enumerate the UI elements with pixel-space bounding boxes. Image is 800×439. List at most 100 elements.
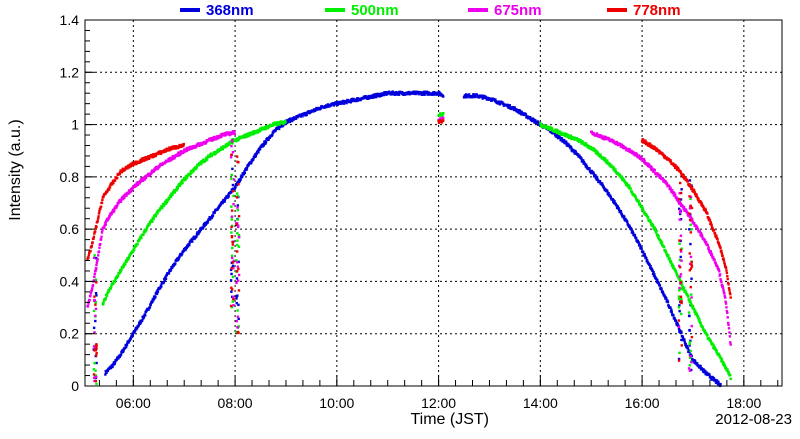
data-point — [641, 207, 645, 211]
scatter-point — [688, 356, 692, 359]
data-point — [724, 266, 728, 270]
scatter-point — [236, 294, 239, 297]
data-point — [180, 252, 184, 256]
data-point — [158, 209, 161, 212]
data-point — [643, 254, 647, 258]
data-point — [641, 138, 645, 141]
data-point — [560, 137, 564, 140]
data-point — [355, 99, 358, 103]
scatter-point — [680, 338, 683, 342]
data-point — [548, 130, 552, 133]
scatter-point — [677, 357, 681, 361]
data-point — [624, 217, 627, 221]
data-point — [341, 99, 345, 103]
data-point — [121, 350, 125, 354]
data-point — [100, 235, 103, 238]
data-point — [666, 300, 670, 304]
data-point — [545, 124, 548, 127]
data-point — [553, 134, 557, 137]
data-point — [621, 177, 625, 180]
data-point — [130, 188, 134, 192]
scatter-point — [230, 290, 233, 293]
data-point — [105, 371, 108, 374]
data-point — [693, 310, 696, 314]
data-point — [685, 178, 689, 182]
data-point — [465, 95, 469, 99]
data-point — [130, 335, 134, 338]
scatter-point — [678, 275, 682, 278]
data-point — [286, 121, 289, 125]
data-point — [728, 331, 731, 334]
data-point — [146, 224, 150, 228]
scatter-point — [94, 379, 98, 383]
data-point — [654, 228, 657, 232]
data-point — [698, 229, 701, 233]
data-point — [156, 290, 160, 294]
scatter-point — [689, 197, 692, 201]
data-point — [689, 353, 693, 356]
scatter-point — [678, 297, 682, 300]
y-axis-label: Intensity (a.u.) — [7, 119, 24, 220]
data-point — [262, 143, 266, 147]
data-point — [583, 144, 587, 147]
data-point — [628, 184, 631, 188]
scatter-point — [680, 259, 683, 262]
scatter-point — [236, 243, 239, 247]
data-point — [641, 206, 644, 209]
data-point — [92, 237, 95, 241]
data-point — [411, 90, 415, 94]
data-point — [241, 175, 244, 178]
data-point — [700, 202, 704, 205]
data-point — [672, 265, 675, 268]
data-point — [89, 291, 93, 295]
data-point — [264, 140, 268, 144]
data-point — [442, 116, 445, 120]
data-point — [185, 176, 188, 180]
data-point — [442, 111, 445, 115]
data-point — [464, 93, 468, 96]
data-point — [263, 140, 266, 143]
data-point — [603, 135, 606, 138]
data-point — [699, 364, 702, 368]
data-point — [120, 268, 123, 271]
data-point — [110, 212, 113, 215]
scatter-point — [677, 319, 681, 322]
data-point — [653, 227, 657, 230]
data-point — [548, 125, 551, 129]
data-point — [598, 135, 601, 139]
data-point — [90, 244, 93, 248]
data-point — [129, 337, 132, 340]
data-point — [651, 145, 654, 148]
scatter-point — [235, 281, 238, 285]
data-point — [108, 186, 112, 189]
data-point — [367, 94, 370, 98]
data-point — [250, 159, 254, 163]
data-point — [95, 263, 98, 267]
scatter-point — [231, 187, 235, 190]
data-point — [235, 138, 238, 142]
scatter-point — [229, 156, 233, 159]
data-point — [661, 177, 665, 181]
data-point — [725, 309, 729, 313]
data-point — [722, 362, 726, 365]
data-point — [604, 135, 607, 139]
data-point — [653, 169, 657, 172]
data-point — [135, 244, 138, 248]
data-point — [720, 280, 723, 284]
data-point — [711, 226, 714, 230]
data-point — [602, 156, 605, 159]
data-point — [281, 120, 284, 123]
data-point — [682, 207, 685, 210]
data-point — [144, 175, 147, 178]
data-point — [612, 165, 615, 169]
data-point — [607, 191, 610, 195]
data-point — [88, 299, 91, 302]
data-point — [277, 126, 280, 129]
scatter-point — [677, 306, 681, 309]
data-point — [690, 217, 694, 220]
data-point — [615, 142, 618, 146]
scatter-point — [235, 330, 238, 334]
data-point — [718, 273, 722, 276]
x-tick-label: 10:00 — [319, 395, 354, 411]
data-point — [385, 91, 388, 94]
